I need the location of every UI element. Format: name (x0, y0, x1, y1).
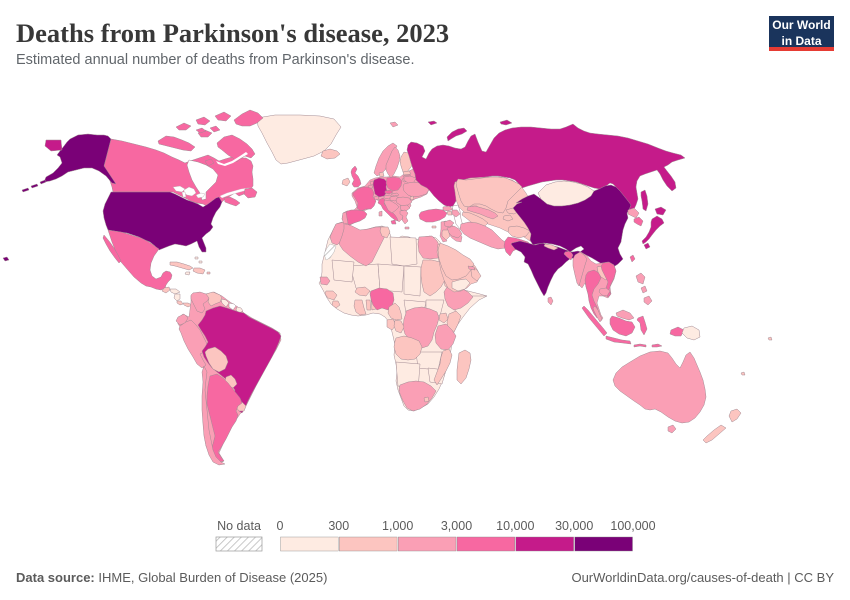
svg-text:10,000: 10,000 (496, 519, 534, 533)
svg-text:No data: No data (217, 519, 261, 533)
svg-text:1,000: 1,000 (382, 519, 413, 533)
svg-text:100,000: 100,000 (610, 519, 655, 533)
svg-text:30,000: 30,000 (555, 519, 593, 533)
svg-text:0: 0 (277, 519, 284, 533)
svg-text:300: 300 (328, 519, 349, 533)
svg-text:3,000: 3,000 (441, 519, 472, 533)
